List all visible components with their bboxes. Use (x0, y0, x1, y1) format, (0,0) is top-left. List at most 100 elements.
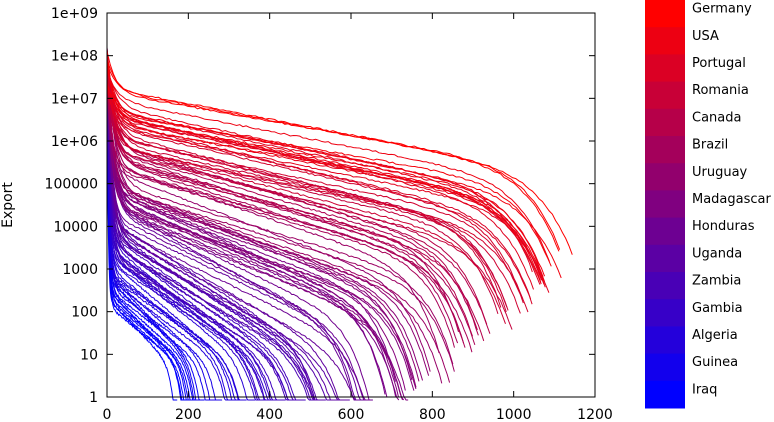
export-curve (106, 76, 443, 384)
export-curve (106, 87, 403, 401)
export-curve (106, 71, 455, 348)
export-curve (106, 58, 192, 401)
colorbar-swatch (645, 136, 685, 164)
export-curve (106, 77, 529, 313)
export-curve (106, 82, 282, 401)
export-curve (106, 67, 358, 401)
export-curve (106, 85, 405, 401)
export-curve (106, 74, 371, 401)
colorbar-label: USA (692, 29, 719, 44)
x-tick-label: 800 (419, 407, 446, 422)
x-tick-label: 400 (256, 407, 283, 422)
colorbar-swatch (645, 299, 685, 327)
export-curve (106, 49, 478, 331)
colorbar-label: Gambia (692, 301, 743, 316)
export-curve (106, 55, 542, 283)
export-curve (106, 65, 485, 342)
x-tick-label: 200 (175, 407, 202, 422)
export-curve (106, 54, 368, 401)
export-curve (106, 67, 280, 401)
export-curve (106, 78, 533, 305)
x-tick-label: 600 (338, 407, 365, 422)
export-curve (106, 71, 550, 262)
export-curve (106, 56, 212, 401)
export-curve (106, 71, 247, 401)
colorbar-label: Zambia (692, 274, 741, 289)
colorbar-label: Uganda (692, 246, 742, 261)
colorbar-label: Uruguay (692, 165, 748, 180)
export-curve (106, 76, 476, 346)
export-curve (106, 50, 413, 381)
colorbar-swatch (645, 163, 685, 191)
export-curve (106, 84, 474, 337)
export-curve (106, 49, 196, 401)
export-curve (106, 66, 178, 401)
colorbar-swatch (645, 108, 685, 137)
y-axis-label: Export (0, 182, 16, 228)
export-curve (106, 84, 198, 401)
export-curve (106, 61, 400, 401)
export-curve (106, 78, 274, 401)
export-curve (106, 86, 550, 293)
y-axis-ticks: 1 10 100 1000 10000 100000 1e+06 1e+07 1e+08 1e+0… (45, 6, 595, 406)
export-curve (106, 73, 365, 401)
export-curve (106, 65, 552, 267)
colorbar-swatch (645, 0, 685, 28)
export-curve (106, 48, 524, 300)
colorbar-swatch (645, 217, 685, 246)
export-curve (106, 61, 440, 354)
export-curve (106, 81, 400, 398)
y-tick-label: 1e+08 (51, 49, 98, 65)
export-curve (106, 80, 513, 330)
export-curve (106, 47, 235, 401)
y-tick-label: 10 (80, 347, 98, 363)
colorbar-swatch (645, 272, 685, 300)
export-curve (106, 49, 350, 401)
export-curve (106, 64, 297, 401)
export-curve (106, 63, 502, 308)
export-curve (106, 77, 430, 376)
export-curve (106, 80, 286, 401)
export-curve (106, 64, 451, 383)
export-curve (106, 71, 325, 401)
export-curve (106, 88, 466, 348)
colorbar-label: Algeria (692, 328, 738, 343)
y-tick-label: 1000 (62, 262, 98, 278)
export-curve (106, 84, 562, 279)
colorbar-label: Guinea (692, 355, 738, 370)
export-curve (106, 65, 506, 324)
export-curve (106, 82, 367, 401)
export-curve (106, 54, 223, 401)
export-curves (106, 47, 573, 401)
export-curve (106, 90, 304, 401)
export-curve (106, 56, 454, 365)
export-curve (106, 60, 409, 401)
colorbar: Germany USA Portugal Romania Canada Brazil Uru… (645, 0, 772, 409)
export-curve (106, 60, 546, 282)
y-tick-label: 1e+06 (51, 134, 98, 150)
export-curve (106, 51, 266, 401)
export-curve (106, 60, 488, 325)
x-tick-label: 0 (103, 407, 112, 422)
colorbar-swatch (645, 190, 685, 219)
colorbar-label: Brazil (692, 138, 728, 153)
y-tick-label: 10000 (53, 219, 98, 235)
export-curve (106, 80, 465, 344)
x-tick-label: 1000 (496, 407, 532, 422)
export-curve (106, 50, 460, 333)
export-curve (106, 89, 532, 300)
export-curve (106, 78, 216, 401)
x-axis-ticks: 0 200 400 600 800 1000 1200 (103, 13, 613, 422)
colorbar-label: Germany (692, 2, 752, 17)
export-curve (106, 47, 417, 388)
export-curve (106, 79, 194, 401)
export-curve (106, 57, 507, 313)
export-curve (106, 69, 533, 273)
export-curve (106, 71, 239, 401)
export-curve (106, 59, 491, 334)
y-tick-label: 100 (71, 305, 98, 321)
x-tick-label: 1200 (577, 407, 613, 422)
export-curve (106, 67, 544, 277)
export-curve (106, 48, 200, 401)
colorbar-label: Madagascar (692, 192, 772, 207)
